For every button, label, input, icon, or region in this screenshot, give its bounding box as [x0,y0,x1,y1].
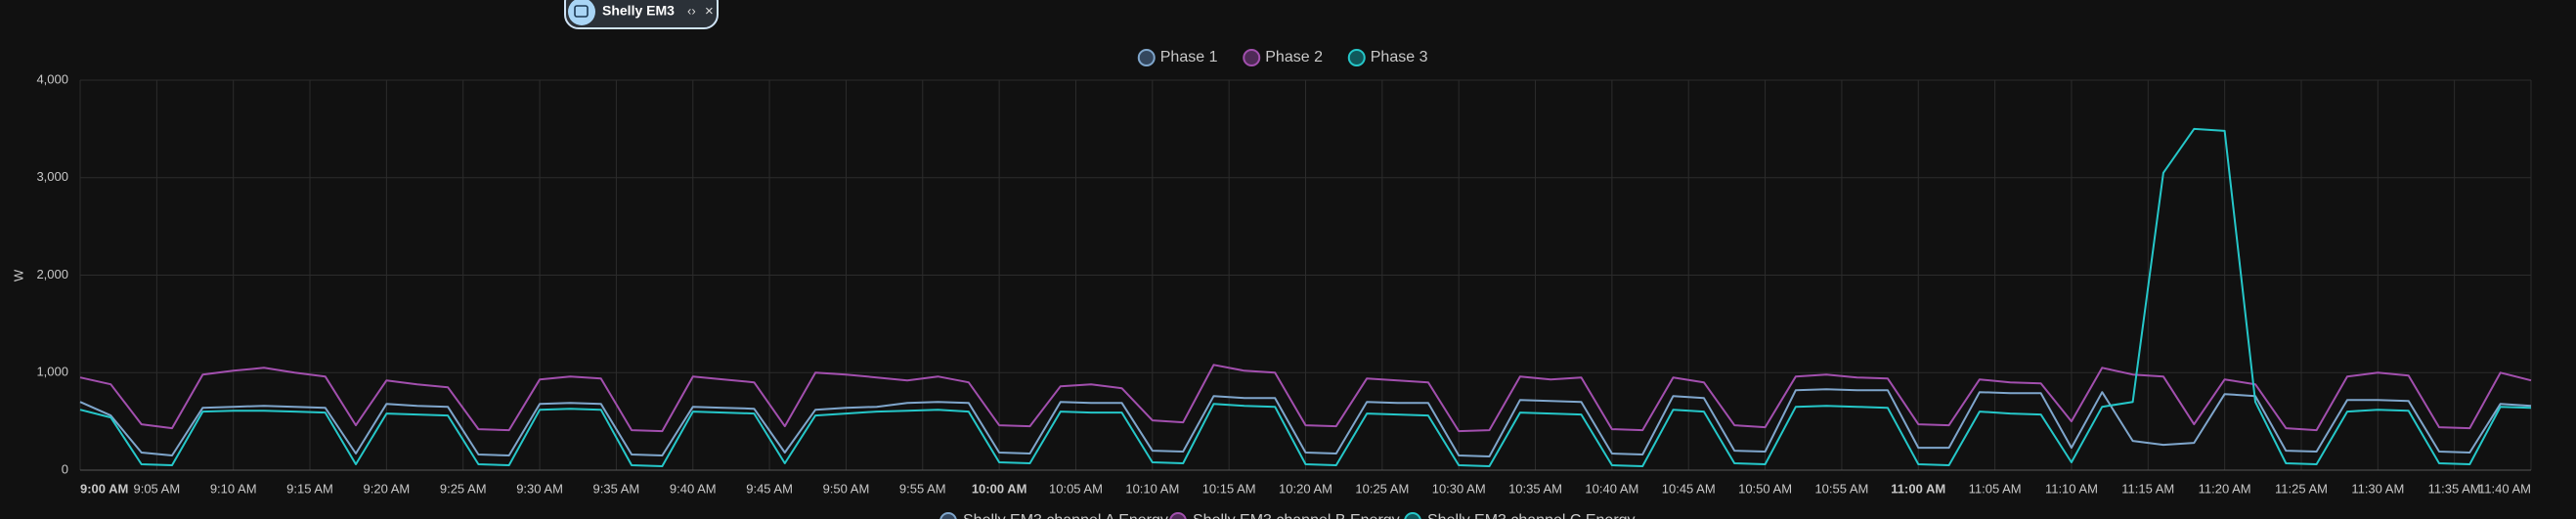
x-tick-label: 10:15 AM [1202,481,1256,496]
series-line [79,127,2532,467]
x-tick-label: 11:05 AM [1969,481,2022,496]
x-tick-label: 9:25 AM [440,481,487,496]
x-tick-label: 10:00 AM [972,481,1027,496]
x-tick-label: 11:10 AM [2045,481,2098,496]
x-tick-label: 9:50 AM [823,481,870,496]
x-tick-label: 11:25 AM [2275,481,2328,496]
x-tick-label: 9:30 AM [516,481,563,496]
x-tick-label: 10:20 AM [1279,481,1332,496]
legend-item[interactable]: Phase 2 [1243,49,1323,66]
y-tick-label: 3,000 [36,169,68,184]
y-axis-label: W [11,269,25,281]
x-tick-label: 9:55 AM [899,481,946,496]
x-tick-label: 11:20 AM [2199,481,2251,496]
x-tick-label: 10:10 AM [1125,481,1179,496]
chip-code-icon[interactable]: ‹› [687,3,696,18]
legend-label: Phase 2 [1265,49,1323,65]
chip-label: Shelly EM3 [602,3,675,19]
x-tick-label: 10:35 AM [1508,481,1562,496]
legend-label: Phase 1 [1160,49,1218,65]
chip-close[interactable]: × [705,3,714,20]
x-tick-label: 9:35 AM [593,481,640,496]
y-tick-label: 0 [62,461,68,476]
bottom-legend-swatch[interactable] [1404,512,1421,519]
x-tick-label: 9:45 AM [746,481,793,496]
x-tick-label: 11:15 AM [2121,481,2174,496]
y-tick-label: 4,000 [36,71,68,86]
legend-swatch [1243,49,1261,66]
bottom-legend-swatch[interactable] [939,512,957,519]
bottom-legend-label[interactable]: Shelly EM3 channel A Energy [963,512,1168,519]
chip-box [564,0,719,29]
x-tick-label: 10:05 AM [1049,481,1103,496]
entity-chip[interactable]: Shelly EM3 ‹› × [564,0,719,29]
x-tick-label: 9:00 AM [80,481,128,496]
legend: Phase 1 Phase 2 Phase 3 [1137,49,1428,66]
x-tick-label: 10:45 AM [1662,481,1716,496]
x-tick-label: 9:05 AM [133,481,180,496]
series-line [79,364,2532,433]
y-tick-label: 1,000 [36,365,68,379]
bottom-legend-swatch[interactable] [1169,512,1187,519]
series-line [79,388,2532,457]
x-tick-label: 9:10 AM [210,481,257,496]
x-tick-label: 10:30 AM [1432,481,1486,496]
x-tick-label: 9:15 AM [286,481,333,496]
x-tick-label: 10:55 AM [1814,481,1868,496]
legend-item[interactable]: Phase 3 [1347,49,1428,66]
y-tick-label: 2,000 [36,267,68,281]
legend-swatch [1137,49,1156,66]
x-tick-label: 11:30 AM [2351,481,2404,496]
legend-label: Phase 3 [1371,49,1428,65]
x-tick-label: 11:35 AM [2428,481,2481,496]
x-tick-label: 9:40 AM [670,481,717,496]
x-tick-label: 10:50 AM [1738,481,1792,496]
legend-swatch [1347,49,1366,66]
chip-icon-glyph [574,5,589,18]
x-tick-label: 11:00 AM [1891,481,1945,496]
bottom-legend-label[interactable]: Shelly EM3 channel B Energy [1193,512,1400,519]
x-tick-label: 11:40 AM [2478,481,2531,496]
x-tick-label: 10:25 AM [1355,481,1409,496]
bottom-legend-label[interactable]: Shelly EM3 channel C Energy [1427,512,1636,519]
x-tick-label: 9:20 AM [364,481,411,496]
x-tick-label: 10:40 AM [1585,481,1638,496]
legend-item[interactable]: Phase 1 [1137,49,1218,66]
